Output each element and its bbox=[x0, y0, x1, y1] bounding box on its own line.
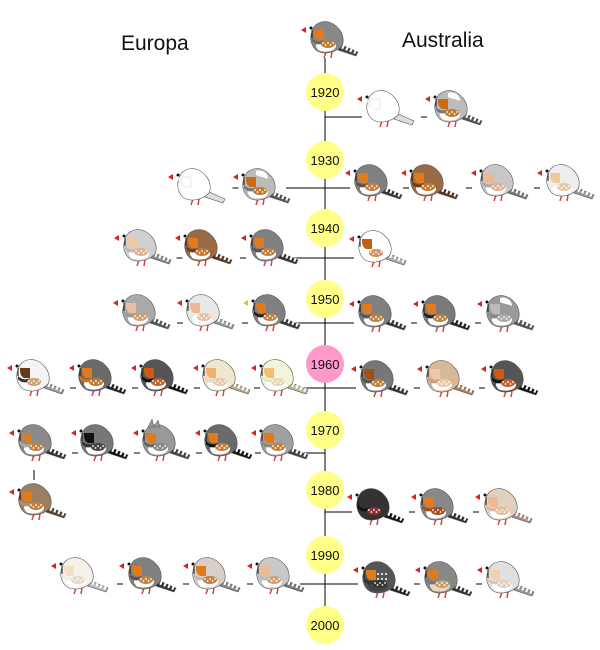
decade-circle bbox=[306, 606, 344, 644]
decade-marker-1990: 1990 bbox=[306, 536, 344, 574]
europa-1960-finch-5 bbox=[251, 359, 309, 397]
australia-1930-finch-2 bbox=[401, 164, 459, 202]
region-label-australia: Australia bbox=[402, 29, 484, 52]
europa-1940-finch-2 bbox=[175, 229, 233, 267]
europa-1970-finch-5 bbox=[251, 424, 309, 462]
europa-1930-finch-2 bbox=[233, 168, 291, 206]
australia-1980-finch-1 bbox=[347, 488, 405, 526]
europa-1960-finch-4 bbox=[193, 359, 251, 397]
region-label-europa: Europa bbox=[121, 32, 189, 55]
europa-1950-finch-3 bbox=[243, 294, 301, 332]
decade-marker-2000: 2000 bbox=[306, 606, 344, 644]
europa-1940-finch-3 bbox=[241, 229, 299, 267]
decade-circle bbox=[306, 141, 344, 179]
europa-1930-finch-1 bbox=[168, 168, 226, 206]
connector-lines bbox=[33, 58, 540, 610]
decade-label: 1960 bbox=[311, 357, 340, 372]
europa-1960-finch-2 bbox=[69, 359, 127, 397]
australia-1990-finch-1 bbox=[353, 561, 411, 599]
decade-markers: 1920 1930 1940 1950 1960 1970 1980 1990 2000 bbox=[306, 73, 344, 644]
australia-1960-finch-2 bbox=[417, 360, 475, 398]
decade-label: 1930 bbox=[311, 153, 340, 168]
decade-marker-1960: 1960 bbox=[306, 345, 344, 383]
australia-1930-finch-4 bbox=[537, 164, 595, 202]
decade-label: 1940 bbox=[311, 221, 340, 236]
europa-1980-finch-1 bbox=[9, 483, 67, 521]
decade-label: 2000 bbox=[311, 618, 340, 633]
decade-marker-1930: 1930 bbox=[306, 141, 344, 179]
decade-circle bbox=[306, 536, 344, 574]
decade-circle bbox=[306, 209, 344, 247]
decade-circle bbox=[306, 471, 344, 509]
decade-label: 1970 bbox=[311, 423, 340, 438]
europa-1960-finch-1 bbox=[7, 359, 65, 397]
australia-1960-finch-3 bbox=[481, 360, 539, 398]
decade-label: 1920 bbox=[311, 85, 340, 100]
decade-label: 1950 bbox=[311, 292, 340, 307]
decade-circle bbox=[306, 280, 344, 318]
australia-1990-finch-2 bbox=[415, 561, 473, 599]
europa-1950-finch-2 bbox=[177, 294, 235, 332]
finch-illustrations bbox=[7, 21, 595, 599]
australia-1990-finch-3 bbox=[477, 561, 535, 599]
australia-1940-finch-1 bbox=[349, 230, 407, 268]
decade-circle bbox=[306, 345, 344, 383]
decade-marker-1950: 1950 bbox=[306, 280, 344, 318]
australia-1920-finch-2 bbox=[425, 90, 483, 128]
decade-label: 1990 bbox=[311, 548, 340, 563]
europa-1940-finch-1 bbox=[114, 229, 172, 267]
europa-1990-finch-2 bbox=[119, 557, 177, 595]
australia-1980-finch-3 bbox=[475, 488, 533, 526]
decade-marker-1980: 1980 bbox=[306, 471, 344, 509]
australia-1950-finch-3 bbox=[477, 295, 535, 333]
australia-1930-finch-3 bbox=[471, 164, 529, 202]
europa-1970-finch-2 bbox=[71, 424, 129, 462]
decade-marker-1940: 1940 bbox=[306, 209, 344, 247]
europa-1990-finch-3 bbox=[183, 557, 241, 595]
australia-1980-finch-2 bbox=[411, 488, 469, 526]
europa-1950-finch-1 bbox=[113, 294, 171, 332]
europa-1990-finch-4 bbox=[247, 557, 305, 595]
europa-1990-finch-1 bbox=[51, 557, 109, 595]
europa-1970-finch-1 bbox=[9, 424, 67, 462]
australia-1960-finch-1 bbox=[351, 360, 409, 398]
decade-label: 1980 bbox=[311, 483, 340, 498]
decade-circle bbox=[306, 411, 344, 449]
ancestor-finch bbox=[301, 21, 359, 59]
decade-marker-1920: 1920 bbox=[306, 73, 344, 111]
europa-1970-finch-3 bbox=[133, 418, 191, 462]
europa-1960-finch-3 bbox=[131, 359, 189, 397]
australia-1950-finch-1 bbox=[349, 295, 407, 333]
decade-circle bbox=[306, 73, 344, 111]
europa-1970-finch-4 bbox=[195, 424, 253, 462]
decade-marker-1970: 1970 bbox=[306, 411, 344, 449]
australia-1920-finch-1 bbox=[357, 90, 415, 128]
australia-1950-finch-2 bbox=[413, 295, 471, 333]
australia-1930-finch-1 bbox=[345, 164, 403, 202]
